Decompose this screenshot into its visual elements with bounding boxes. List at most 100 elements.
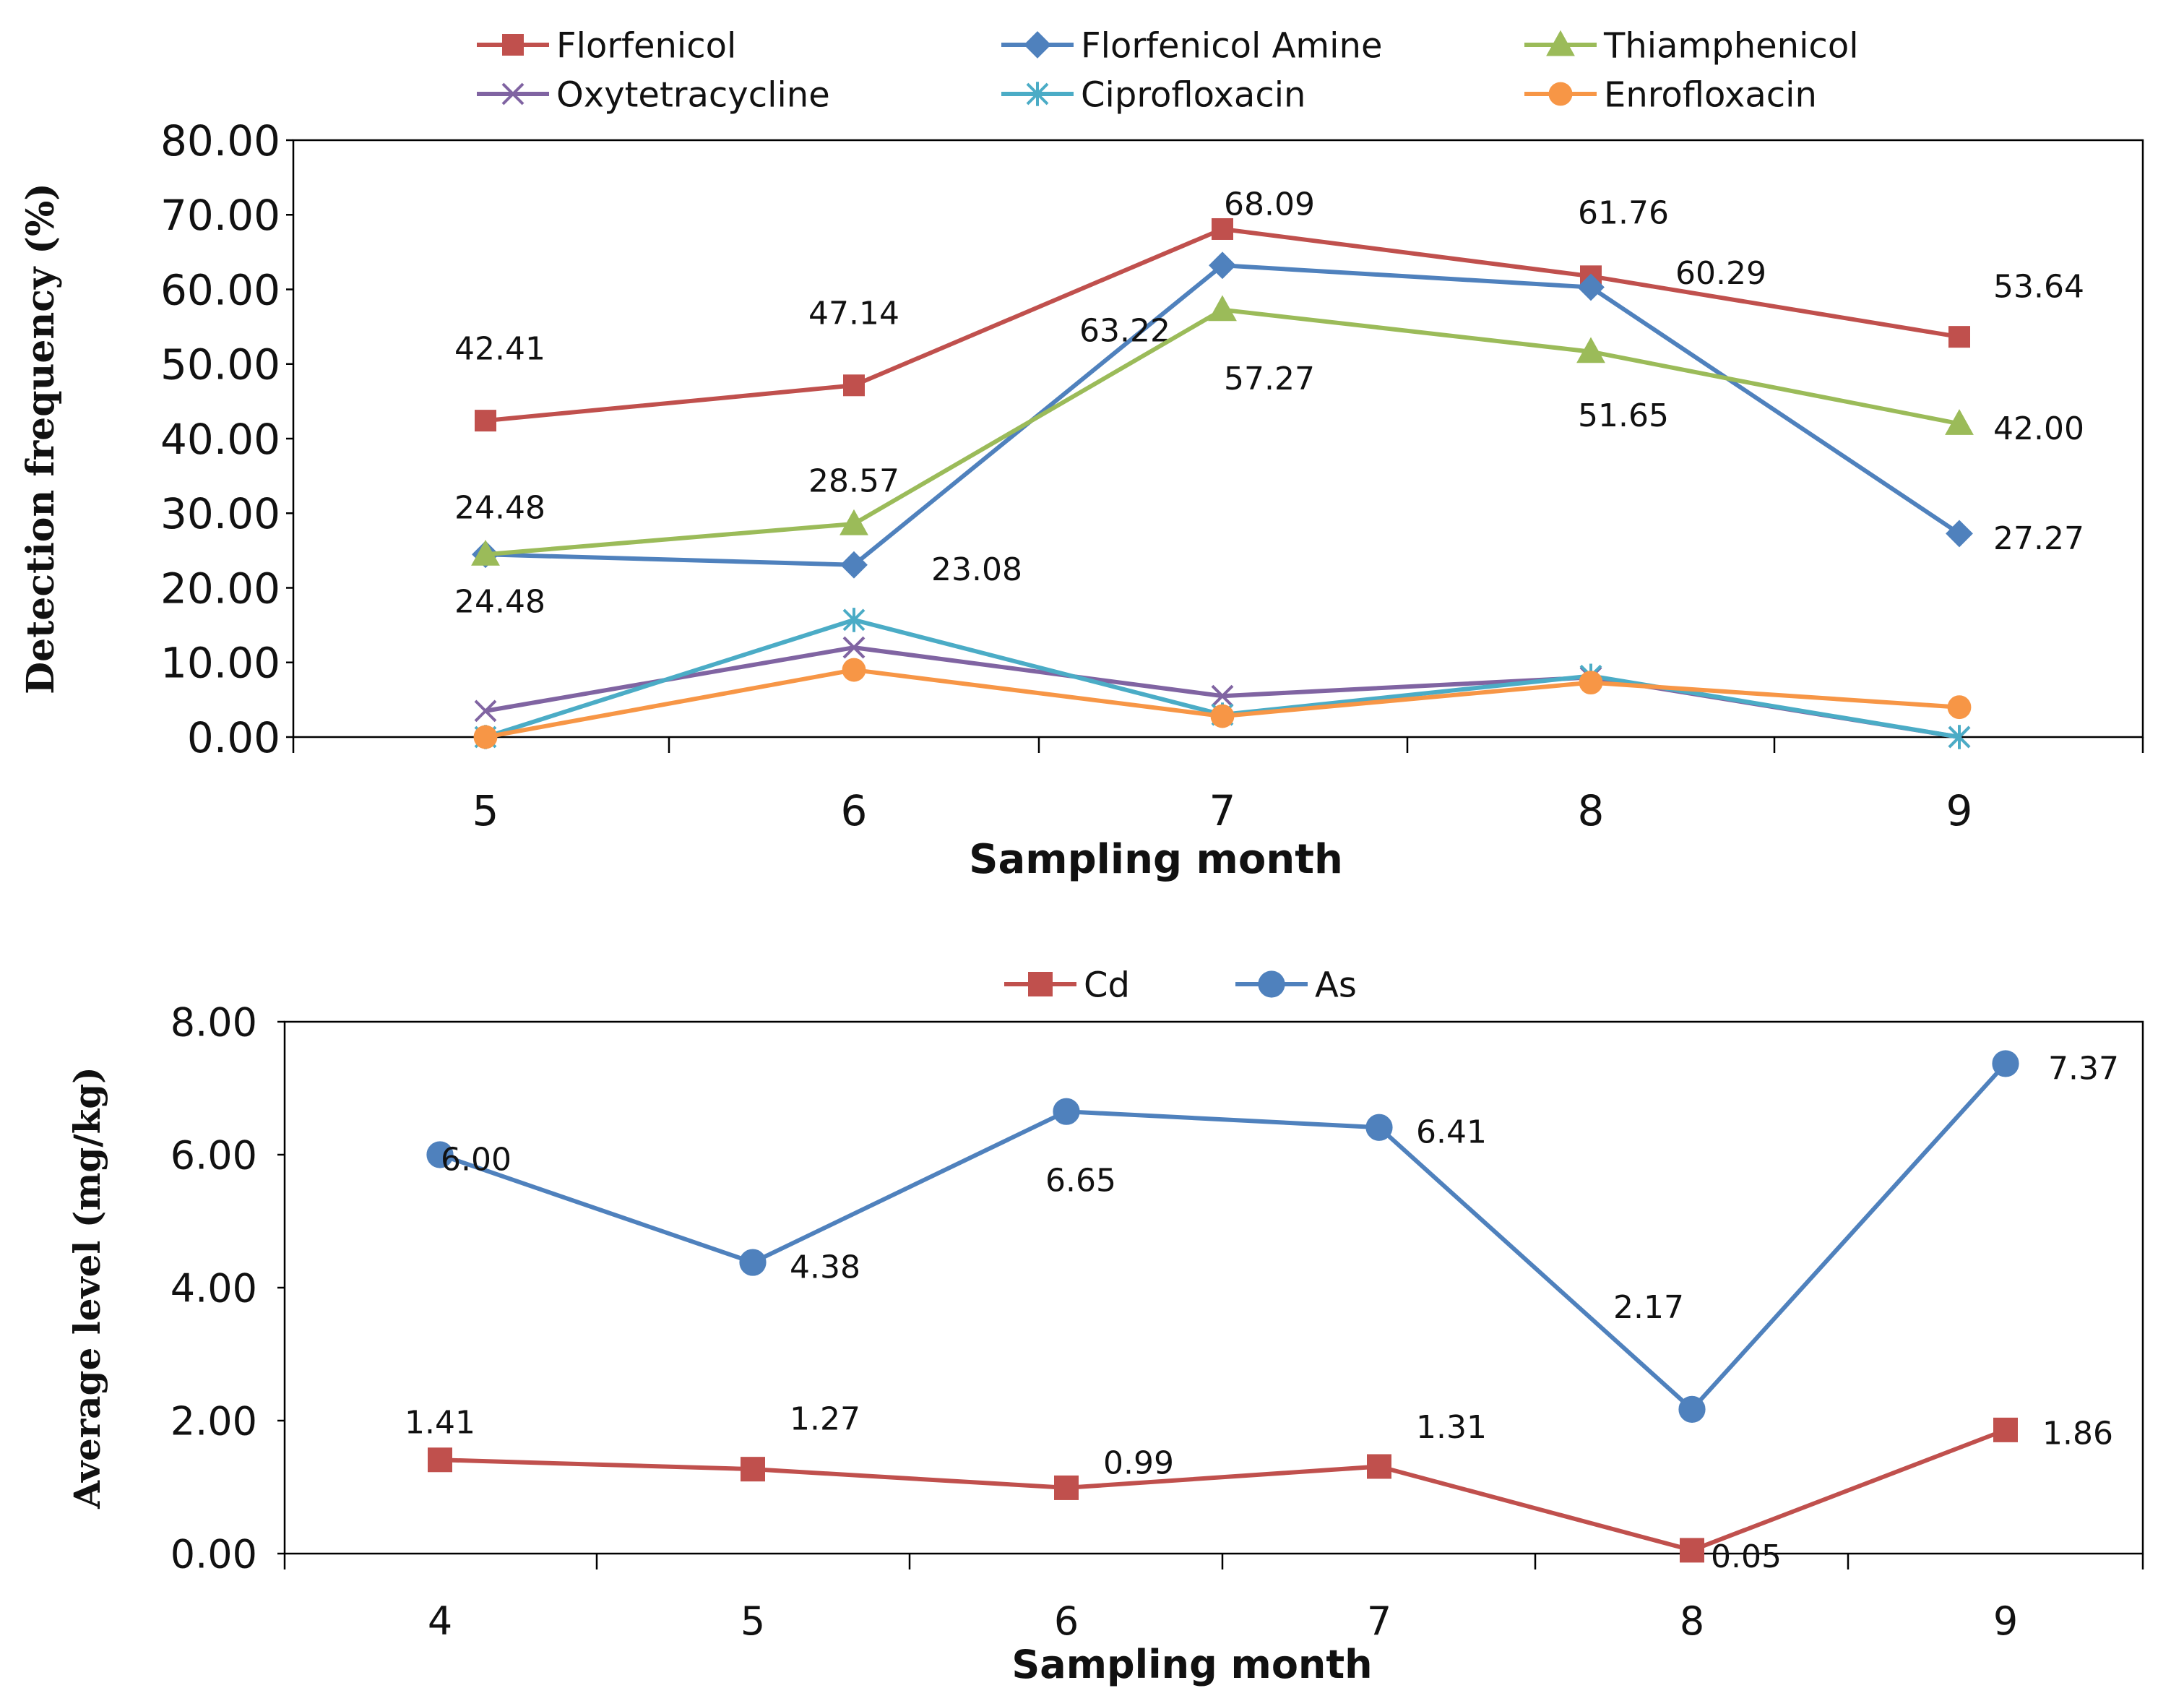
- data-point: [1212, 218, 1233, 240]
- y-tick-label: 70.00: [160, 191, 280, 240]
- x-tick-label: 5: [741, 1598, 765, 1644]
- data-label: 1.41: [405, 1405, 475, 1442]
- data-label: 27.27: [1993, 520, 2084, 557]
- data-point: [1211, 684, 1234, 707]
- data-point: [840, 551, 868, 579]
- y-tick-label: 8.00: [171, 999, 257, 1045]
- x-axis-title: Sampling month: [1011, 1642, 1372, 1687]
- data-point: [428, 1447, 452, 1473]
- x-tick-label: 6: [841, 786, 868, 835]
- y-tick-label: 30.00: [160, 489, 280, 538]
- y-tick-label: 6.00: [171, 1132, 257, 1178]
- data-label: 47.14: [808, 296, 899, 332]
- y-tick-label: 2.00: [171, 1398, 257, 1444]
- legend-marker: [502, 34, 524, 56]
- data-point: [1210, 704, 1235, 728]
- data-point: [1208, 295, 1237, 322]
- y-axis-title: Average level (mg/kg): [66, 1067, 108, 1510]
- data-point: [1579, 671, 1603, 695]
- legend: Florfenicol Florfenicol Amine Thiamphenico…: [477, 25, 1859, 115]
- data-point: [1576, 337, 1605, 363]
- data-point: [1948, 326, 1970, 348]
- legend-label: Ciprofloxacin: [1081, 74, 1305, 115]
- data-point: [1577, 273, 1605, 301]
- data-point: [1947, 695, 1972, 720]
- y-axis-title: Detection frequency (%): [19, 183, 63, 694]
- data-label: 42.41: [454, 331, 545, 368]
- y-tick-label: 0.00: [171, 1531, 257, 1577]
- x-tick-label: 4: [428, 1598, 452, 1644]
- data-label: 1.27: [790, 1401, 860, 1438]
- data-label: 63.22: [1079, 313, 1170, 350]
- legend-marker: [1028, 972, 1053, 996]
- y-tick-label: 0.00: [187, 713, 280, 762]
- data-point: [1948, 725, 1971, 749]
- data-point: [474, 699, 497, 723]
- data-label: 51.65: [1578, 397, 1669, 434]
- legend-item-thiamphenicol: Thiamphenicol: [1524, 25, 1859, 66]
- series-thiamphenicol: 24.48 28.57 57.27 51.65 42.00: [454, 295, 2084, 621]
- legend-label: As: [1315, 965, 1357, 1005]
- legend-item-as: As: [1235, 965, 1357, 1005]
- x-tick-label: 9: [1946, 786, 1973, 835]
- data-label: 60.29: [1675, 255, 1766, 292]
- average-level-chart: 0.00 2.00 4.00 6.00 8.00 4 5 6 7 8 9 Sampling month…: [66, 965, 2144, 1687]
- legend-label: Florfenicol Amine: [1081, 25, 1382, 66]
- legend-marker: [501, 82, 525, 105]
- data-point: [473, 725, 498, 749]
- data-point: [842, 608, 866, 632]
- data-point: [839, 509, 868, 535]
- y-tick-label: 40.00: [160, 415, 280, 464]
- y-tick-label: 50.00: [160, 340, 280, 389]
- data-point: [1992, 1050, 2019, 1077]
- data-label: 24.48: [454, 584, 545, 621]
- x-tick-label: 8: [1680, 1598, 1704, 1644]
- data-point: [1365, 1114, 1393, 1141]
- series-florfenicol: 42.41 47.14 68.09 61.76 53.64: [454, 186, 2084, 432]
- data-label: 1.86: [2042, 1415, 2113, 1452]
- data-label: 53.64: [1993, 269, 2084, 306]
- y-tick-label: 20.00: [160, 564, 280, 613]
- data-label: 2.17: [1613, 1289, 1684, 1326]
- series-florfenicol-amine: 24.48 23.08 63.22 60.29 27.27: [454, 251, 2084, 588]
- data-label: 6.00: [441, 1141, 512, 1178]
- data-label: 24.48: [454, 490, 545, 527]
- data-point: [741, 1457, 765, 1482]
- y-tick-label: 60.00: [160, 265, 280, 314]
- data-point: [1053, 1098, 1080, 1125]
- x-tick-label: 7: [1209, 786, 1236, 835]
- data-point: [475, 410, 496, 432]
- series-cd: 1.41 1.27 0.99 1.31 0.05 1.86: [405, 1401, 2113, 1575]
- data-label: 42.00: [1993, 410, 2084, 447]
- data-label: 4.38: [790, 1249, 860, 1286]
- data-point: [426, 1141, 454, 1168]
- x-tick-label: 5: [472, 786, 499, 835]
- data-point: [1993, 1417, 2018, 1442]
- legend-marker: [1258, 970, 1285, 998]
- series-line: [439, 1061, 2008, 1412]
- legend-label: Florfenicol: [556, 25, 736, 66]
- series-enrofloxacin: [473, 658, 1972, 749]
- y-tick-label: 10.00: [160, 639, 280, 688]
- legend-marker: [1024, 31, 1051, 59]
- series-as: 6.00 4.38 6.65 6.41 2.17 7.37: [426, 1050, 2119, 1423]
- legend-item-oxytetracycline: Oxytetracycline: [477, 74, 830, 115]
- data-point: [842, 636, 866, 659]
- data-label: 6.41: [1416, 1114, 1487, 1151]
- legend: Cd As: [1004, 965, 1357, 1005]
- data-label: 7.37: [2048, 1050, 2119, 1087]
- data-point: [1945, 409, 1974, 435]
- series-line: [439, 1428, 2007, 1553]
- legend-marker: [1546, 30, 1575, 56]
- legend-label: Cd: [1084, 965, 1130, 1005]
- x-axis-title: Sampling month: [969, 836, 1343, 883]
- legend-item-cd: Cd: [1004, 965, 1130, 1005]
- data-point: [1680, 1538, 1704, 1563]
- data-point: [842, 658, 866, 682]
- data-label: 6.65: [1045, 1163, 1116, 1200]
- data-label: 23.08: [931, 551, 1022, 588]
- y-tick-label: 4.00: [171, 1265, 257, 1311]
- legend-label: Oxytetracycline: [556, 74, 830, 115]
- legend-label: Thiamphenicol: [1603, 25, 1859, 66]
